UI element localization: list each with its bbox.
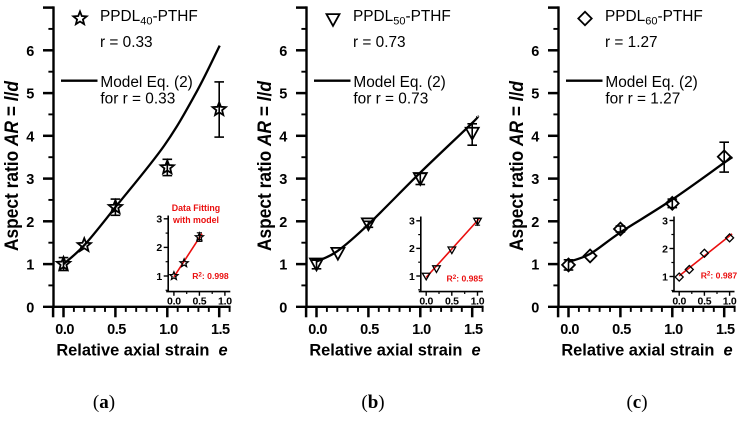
svg-text:0.0: 0.0	[560, 322, 579, 338]
svg-text:0.5: 0.5	[360, 322, 379, 338]
svg-text:1.5: 1.5	[464, 322, 483, 338]
svg-text:2: 2	[662, 243, 668, 255]
svg-text:0: 0	[531, 300, 539, 316]
svg-text:6: 6	[531, 44, 539, 60]
svg-text:5: 5	[279, 87, 287, 103]
svg-text:1.0: 1.0	[159, 322, 178, 338]
svg-text:0.0: 0.0	[419, 295, 433, 307]
svg-text:1: 1	[26, 258, 34, 274]
svg-text:0: 0	[26, 300, 34, 316]
svg-text:3: 3	[156, 214, 162, 226]
svg-text:1.0: 1.0	[218, 295, 232, 307]
svg-text:PPDL60-PTHF: PPDL60-PTHF	[605, 8, 703, 28]
svg-text:0.0: 0.0	[308, 322, 327, 338]
svg-text:PPDL40-PTHF: PPDL40-PTHF	[100, 8, 198, 28]
svg-text:(c): (c)	[626, 392, 647, 413]
svg-text:1.0: 1.0	[471, 295, 485, 307]
svg-text:1.5: 1.5	[716, 322, 735, 338]
svg-text:4: 4	[279, 129, 287, 145]
svg-text:1.0: 1.0	[664, 322, 683, 338]
svg-text:R2: 0.985: R2: 0.985	[447, 274, 484, 284]
svg-text:3: 3	[662, 215, 668, 227]
svg-text:for r = 0.33: for r = 0.33	[100, 91, 175, 108]
svg-text:1: 1	[156, 271, 162, 283]
svg-text:1.5: 1.5	[211, 322, 230, 338]
svg-text:(a): (a)	[93, 392, 115, 413]
svg-text:Relative axial strain e: Relative axial strain e	[309, 342, 480, 360]
svg-text:0.0: 0.0	[167, 295, 181, 307]
svg-text:1: 1	[662, 271, 668, 283]
svg-text:Aspect ratio AR = l/d: Aspect ratio AR = l/d	[2, 81, 23, 251]
svg-text:3: 3	[26, 172, 34, 188]
svg-text:r = 0.73: r = 0.73	[353, 34, 406, 51]
svg-text:2: 2	[409, 243, 415, 255]
svg-text:1: 1	[279, 258, 287, 274]
svg-text:0.0: 0.0	[55, 322, 74, 338]
svg-text:0: 0	[279, 300, 287, 316]
svg-text:with model: with model	[172, 215, 219, 225]
svg-text:r = 1.27: r = 1.27	[605, 34, 658, 51]
svg-text:0.5: 0.5	[107, 322, 126, 338]
svg-text:(b): (b)	[361, 392, 384, 413]
svg-text:R2: 0.998: R2: 0.998	[192, 271, 229, 281]
svg-text:2: 2	[156, 242, 162, 254]
svg-text:2: 2	[279, 215, 287, 231]
svg-text:5: 5	[531, 87, 539, 103]
svg-text:1.0: 1.0	[723, 295, 737, 307]
svg-text:for r = 0.73: for r = 0.73	[353, 91, 428, 108]
svg-text:r = 0.33: r = 0.33	[100, 34, 153, 51]
svg-text:1: 1	[531, 258, 539, 274]
svg-text:4: 4	[26, 129, 34, 145]
svg-text:PPDL50-PTHF: PPDL50-PTHF	[353, 8, 451, 28]
svg-text:Relative axial strain e: Relative axial strain e	[561, 342, 732, 360]
svg-text:0.5: 0.5	[698, 295, 712, 307]
svg-text:Aspect ratio AR = l/d: Aspect ratio AR = l/d	[507, 81, 528, 251]
svg-text:Relative axial strain e: Relative axial strain e	[56, 342, 227, 360]
svg-text:0.5: 0.5	[612, 322, 631, 338]
svg-text:1: 1	[409, 271, 415, 283]
svg-text:R2: 0.987: R2: 0.987	[701, 270, 738, 280]
svg-text:2: 2	[26, 215, 34, 231]
svg-text:2: 2	[531, 215, 539, 231]
svg-text:6: 6	[26, 44, 34, 60]
svg-text:Aspect ratio AR = l/d: Aspect ratio AR = l/d	[255, 81, 276, 251]
svg-text:0.5: 0.5	[445, 295, 459, 307]
svg-text:6: 6	[279, 44, 287, 60]
svg-text:Model Eq. (2): Model Eq. (2)	[100, 74, 192, 91]
svg-text:Data Fitting: Data Fitting	[172, 203, 220, 213]
svg-text:4: 4	[531, 129, 539, 145]
svg-text:5: 5	[26, 87, 34, 103]
svg-text:1.0: 1.0	[412, 322, 431, 338]
svg-text:3: 3	[279, 172, 287, 188]
svg-text:3: 3	[531, 172, 539, 188]
svg-text:Model Eq. (2): Model Eq. (2)	[605, 74, 697, 91]
svg-text:3: 3	[409, 216, 415, 228]
svg-text:for r = 1.27: for r = 1.27	[605, 91, 680, 108]
svg-text:0.5: 0.5	[193, 295, 207, 307]
svg-text:0.0: 0.0	[672, 295, 686, 307]
svg-text:Model Eq. (2): Model Eq. (2)	[353, 74, 445, 91]
